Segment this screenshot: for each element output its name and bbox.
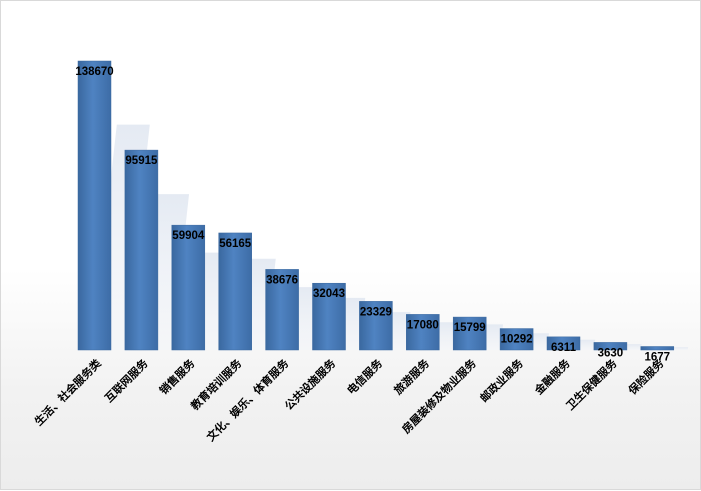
category-label: 旅游服务 xyxy=(391,356,433,398)
data-labels: 138670 95915 59904 56165 38676 32043 23329 1708… xyxy=(75,66,670,364)
data-label: 1677 xyxy=(645,352,671,364)
bar xyxy=(312,282,346,351)
category-label: 卫生保健服务 xyxy=(563,356,620,413)
data-label: 23329 xyxy=(360,306,392,318)
category-label: 生活、社会服务类 xyxy=(31,356,104,429)
bar xyxy=(406,314,440,351)
bar xyxy=(499,328,534,351)
data-label: 15799 xyxy=(454,322,486,334)
data-label: 38676 xyxy=(266,274,298,286)
data-label: 59904 xyxy=(172,230,205,242)
data-label: 138670 xyxy=(75,66,113,78)
category-label: 公共设施服务 xyxy=(282,356,339,413)
bars xyxy=(77,60,675,351)
category-label: 电信服务 xyxy=(344,356,386,398)
bar xyxy=(359,301,393,351)
bar xyxy=(546,336,581,351)
bar xyxy=(452,316,487,351)
bar xyxy=(218,232,252,351)
bar xyxy=(640,346,675,351)
data-label: 32043 xyxy=(313,288,345,300)
data-label: 56165 xyxy=(219,238,252,250)
category-label: 邮政业服务 xyxy=(477,356,526,405)
data-label: 3630 xyxy=(598,347,624,359)
data-label: 95915 xyxy=(125,155,158,167)
category-label: 金融服务 xyxy=(531,356,573,398)
category-labels: 生活、社会服务类互联网服务 销售服务教育培训服务文化、娱乐、体育服务公共设施服务电… xyxy=(31,356,667,444)
data-label: 6311 xyxy=(551,342,577,354)
bar xyxy=(124,149,159,351)
bar xyxy=(77,60,112,351)
data-label: 10292 xyxy=(501,334,533,346)
data-label: 17080 xyxy=(407,319,439,331)
bar xyxy=(593,342,628,351)
category-label: 文化、娱乐、体育服务 xyxy=(204,356,292,444)
bar xyxy=(171,224,206,351)
category-label: 销售服务 xyxy=(156,356,198,398)
category-label: 互联网服务 xyxy=(102,356,151,405)
bar xyxy=(265,269,299,351)
